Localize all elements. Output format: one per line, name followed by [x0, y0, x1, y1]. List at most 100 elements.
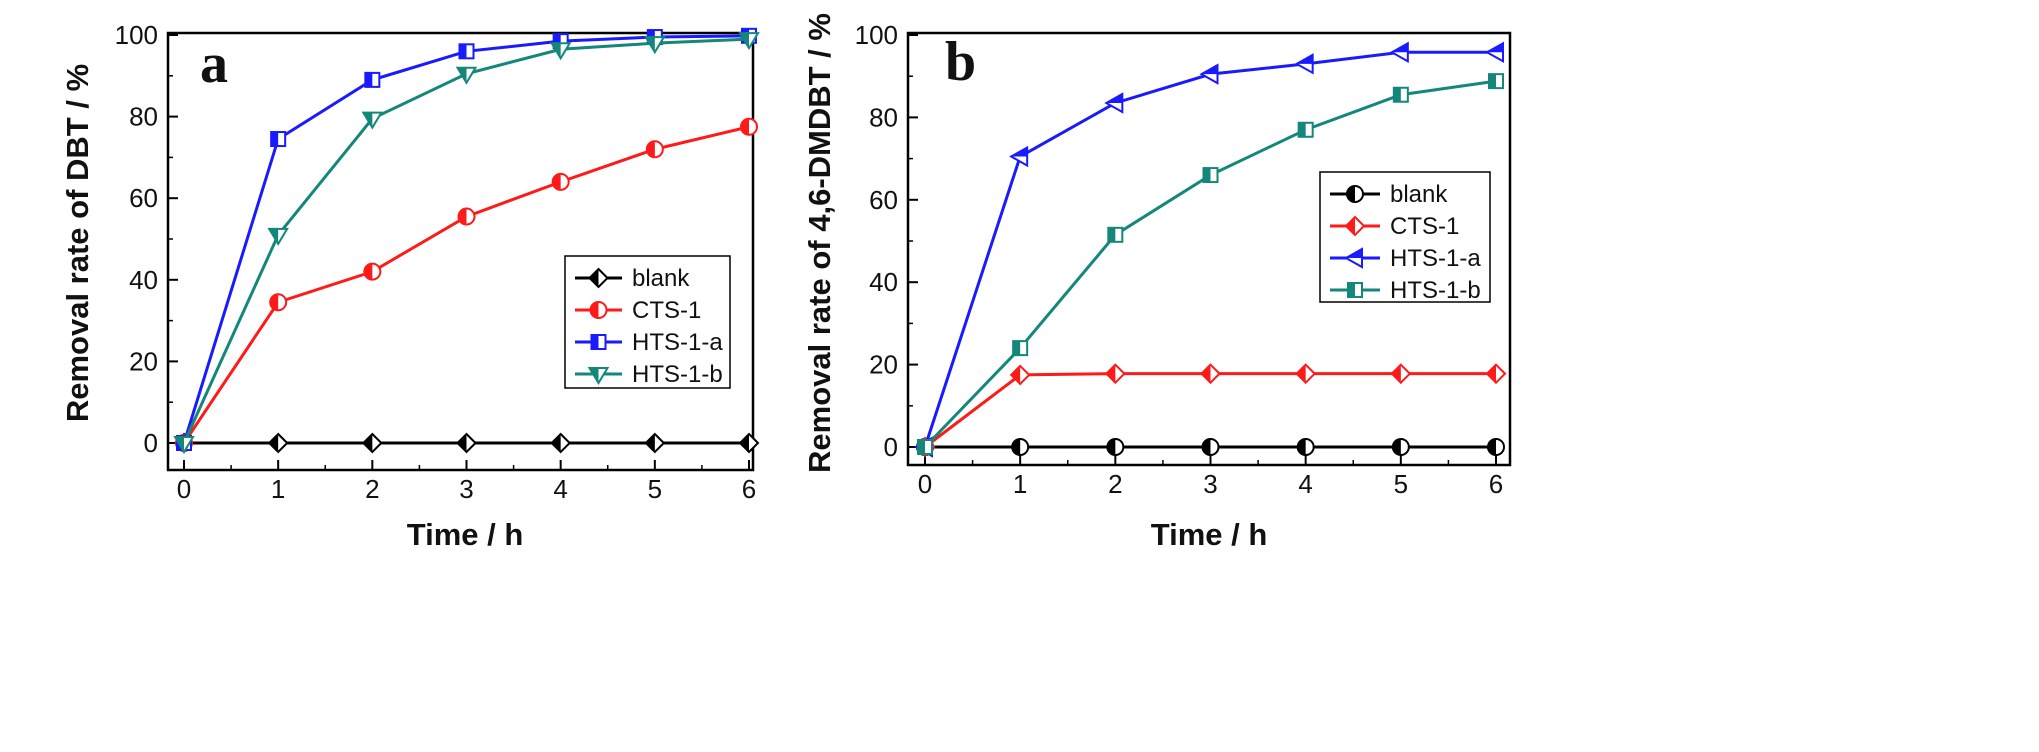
- x-axis-title: Time / h: [1151, 517, 1268, 552]
- x-tick-label: 4: [1298, 469, 1312, 499]
- y-tick-label: 100: [115, 20, 158, 50]
- x-tick-label: 5: [1394, 469, 1408, 499]
- data-point: [1009, 145, 1029, 168]
- chart-panel-b: b Time / h Removal rate of 4,6-DMDBT / %…: [802, 13, 1512, 552]
- x-tick-label: 6: [1489, 469, 1503, 499]
- data-point: [1484, 41, 1504, 64]
- data-point: [1485, 363, 1507, 385]
- y-tick-label: 60: [869, 185, 898, 215]
- data-point: [1009, 364, 1031, 386]
- data-point: [1106, 438, 1125, 456]
- x-tick-label: 5: [648, 474, 662, 504]
- data-point: [1295, 363, 1317, 385]
- legend-entry: HTS-1-a: [1330, 245, 1481, 272]
- data-point: [1390, 363, 1412, 385]
- legend-marker: [590, 334, 607, 350]
- data-point: [1297, 121, 1314, 138]
- data-point: [549, 42, 572, 61]
- legend-entries: blank CTS-1 HTS-1-a HTS-1-b: [575, 265, 723, 388]
- y-axis-title: Removal rate of DBT / %: [60, 64, 95, 422]
- x-axis-title: Time / h: [407, 517, 524, 552]
- series-layer: [913, 41, 1507, 458]
- data-point: [1391, 438, 1410, 456]
- y-tick-label: 40: [869, 267, 898, 297]
- data-point: [1201, 438, 1220, 456]
- data-point: [1200, 363, 1221, 385]
- data-point: [361, 111, 384, 130]
- series-HTS-1-b: [173, 32, 760, 454]
- x-tick-label: 1: [271, 474, 285, 504]
- series-layer: [173, 27, 760, 454]
- legend-label: blank: [1390, 181, 1448, 208]
- data-point: [645, 140, 664, 159]
- legend-marker: [1346, 185, 1364, 203]
- x-tick-label: 0: [918, 469, 932, 499]
- legend-entry: CTS-1: [1330, 213, 1459, 240]
- data-point: [1389, 41, 1409, 64]
- data-point: [1012, 340, 1029, 357]
- y-tick-label: 20: [869, 350, 898, 380]
- legend-label: HTS-1-a: [1390, 245, 1481, 272]
- data-point: [1199, 63, 1219, 85]
- x-tick-label: 2: [365, 474, 379, 504]
- legend-marker: [589, 301, 608, 319]
- data-point: [455, 66, 478, 85]
- data-point: [269, 293, 288, 312]
- legend-label: blank: [632, 265, 690, 292]
- x-tick-label: 0: [177, 474, 191, 504]
- legend-entry: HTS-1-a: [575, 329, 723, 356]
- legend-entry: CTS-1: [575, 297, 701, 324]
- legend-entry: blank: [575, 265, 690, 292]
- legend-label: HTS-1-a: [632, 329, 723, 356]
- data-point: [364, 71, 381, 88]
- data-point: [1487, 438, 1505, 456]
- data-point: [1104, 92, 1124, 114]
- data-point: [738, 32, 760, 51]
- data-point: [267, 227, 289, 246]
- data-point: [740, 117, 758, 136]
- data-point: [1296, 438, 1315, 456]
- panel-letter: b: [945, 31, 976, 93]
- data-point: [1202, 167, 1219, 184]
- series-blank: [916, 438, 1505, 456]
- y-tick-label: 20: [129, 346, 158, 376]
- legend-entries: blank CTS-1 HTS-1-a HTS-1-b: [1330, 181, 1481, 304]
- legend-label: HTS-1-b: [632, 361, 723, 388]
- series-blank: [173, 432, 760, 454]
- series-CTS-1: [914, 363, 1507, 458]
- y-axis-title: Removal rate of 4,6-DMDBT / %: [802, 13, 837, 473]
- legend-entry: blank: [1330, 181, 1448, 208]
- legend: blank CTS-1 HTS-1-a HTS-1-b: [564, 255, 731, 389]
- data-point: [267, 432, 289, 454]
- data-point: [1392, 86, 1409, 103]
- data-point: [173, 436, 195, 454]
- legend-label: CTS-1: [632, 297, 701, 324]
- data-point: [361, 432, 383, 454]
- data-point: [550, 432, 572, 454]
- data-point: [363, 262, 382, 281]
- y-tick-label: 80: [869, 102, 898, 132]
- y-tick-label: 0: [884, 432, 898, 462]
- x-tick-label: 1: [1013, 469, 1027, 499]
- legend-entry: HTS-1-b: [1330, 277, 1481, 304]
- data-point: [1488, 73, 1504, 90]
- data-point: [738, 432, 760, 454]
- legend-marker: [1343, 247, 1363, 269]
- legend-label: HTS-1-b: [1390, 277, 1481, 304]
- y-tick-label: 60: [129, 183, 158, 213]
- data-point: [270, 131, 287, 148]
- series-line: [924, 372, 1496, 449]
- legend-marker: [1344, 215, 1366, 237]
- x-tick-label: 3: [459, 474, 473, 504]
- panel-letter: a: [200, 33, 228, 95]
- x-tick-label: 4: [553, 474, 567, 504]
- data-point: [1104, 363, 1126, 385]
- legend: blank CTS-1 HTS-1-a HTS-1-b: [1319, 171, 1491, 304]
- plot-frame: [906, 31, 1512, 467]
- y-tick-label: 0: [144, 428, 158, 458]
- data-point: [458, 43, 475, 60]
- x-tick-label: 6: [742, 474, 756, 504]
- data-point: [551, 172, 570, 191]
